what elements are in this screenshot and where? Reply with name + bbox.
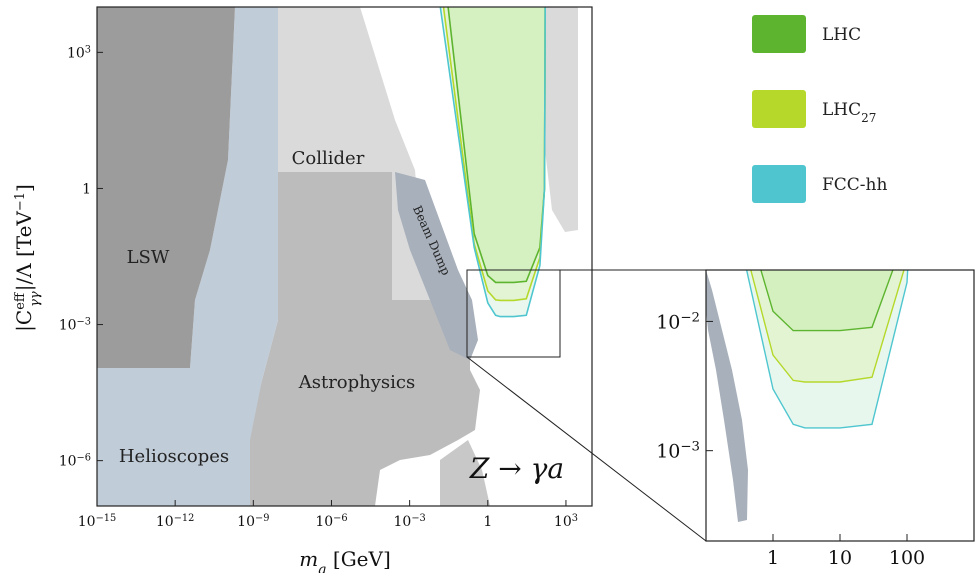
y-axis-title: |Ceffγγ|/Λ [TeV−1] — [12, 184, 43, 332]
main-xtick-label: 10−6 — [315, 513, 347, 531]
main-series-group — [439, 7, 546, 318]
y-axis-sup: eff — [13, 291, 28, 310]
astrophysics-label: Astrophysics — [298, 372, 416, 393]
main-plot-frame — [96, 6, 593, 507]
collider-label: Collider — [292, 148, 365, 169]
zoom-series-group — [745, 270, 909, 429]
legend-item-lhc: LHC — [752, 15, 861, 53]
astrophysics-region-lower — [440, 440, 490, 506]
zoom-ytick-label: 10−2 — [656, 310, 700, 334]
x-axis-sub: a — [318, 562, 326, 573]
y-axis-text: |C — [12, 310, 37, 332]
legend-label-lhc27-base: LHC — [822, 100, 861, 120]
helioscopes-label: Helioscopes — [119, 446, 229, 467]
main-xtick-label: 10−12 — [156, 513, 195, 531]
main-ytick-label: 1 — [82, 181, 91, 197]
zoom-connector-bottom — [466, 356, 707, 542]
beam-dump-region — [395, 172, 478, 360]
main-xtick-label: 10−15 — [78, 513, 117, 531]
y-axis-rest: |/Λ [TeV — [12, 211, 37, 292]
legend-label-lhc: LHC — [822, 25, 861, 45]
y-axis-close: ] — [12, 184, 36, 192]
main-xtick-label: 10−3 — [393, 513, 425, 531]
legend-swatch-fcc — [752, 165, 806, 203]
zoom-line-2 — [745, 270, 909, 429]
main-ytick-label: 10−3 — [59, 316, 91, 334]
collider-region-right — [544, 7, 578, 232]
legend: LHC LHC27 FCC-hh — [752, 15, 888, 203]
x-axis-title: ma [GeV] — [299, 547, 391, 573]
main-xtick-label: 1 — [483, 514, 492, 530]
zoom-xtick-label: 100 — [889, 547, 925, 569]
legend-item-lhc27: LHC27 — [752, 90, 876, 128]
zoom-regions — [706, 270, 748, 522]
legend-swatch-lhc27 — [752, 90, 806, 128]
legend-item-fcc: FCC-hh — [752, 165, 888, 203]
zoom-ytick-label: 10−3 — [656, 439, 700, 463]
legend-label-lhc27-sub: 27 — [861, 111, 876, 125]
zoom-beam-dump-region — [706, 270, 748, 522]
legend-swatch-lhc — [752, 15, 806, 53]
main-regions — [97, 7, 578, 506]
y-axis-unit-sup: −1 — [13, 192, 28, 211]
main-xtick-label: 103 — [554, 513, 578, 531]
main-xtick-label: 10−9 — [237, 513, 269, 531]
main-ytick-label: 10−6 — [59, 452, 91, 470]
y-axis-sub: γγ — [28, 291, 43, 307]
zoom-line-1 — [750, 270, 905, 383]
astrophysics-region-mid — [278, 172, 280, 320]
zoom-xtick-label: 10 — [828, 547, 852, 569]
legend-label-lhc27: LHC27 — [822, 100, 876, 125]
zoom-line-0 — [760, 270, 894, 332]
zoom-fill-0 — [760, 270, 893, 331]
lsw-region — [97, 7, 235, 368]
astrophysics-region — [248, 172, 480, 506]
x-axis-var: m — [299, 547, 318, 571]
process-label: Z → γa — [469, 452, 564, 485]
zoom-ticks-group: 1 10 100 10−2 10−3 — [656, 310, 925, 569]
zoom-xtick-label: 1 — [767, 547, 779, 569]
zoom-indicator-box — [466, 269, 561, 358]
main-ytick-label: 103 — [67, 44, 91, 62]
main-line-2 — [439, 7, 546, 318]
main-ticks-group: 10−15 10−12 10−9 10−6 10−3 1 103 103 1 10−3 10−6 — [59, 44, 578, 530]
lsw-label: LSW — [127, 247, 170, 268]
x-axis-unit: [GeV] — [327, 547, 391, 571]
helioscopes-region — [97, 7, 278, 506]
legend-label-fcc: FCC-hh — [822, 175, 888, 195]
